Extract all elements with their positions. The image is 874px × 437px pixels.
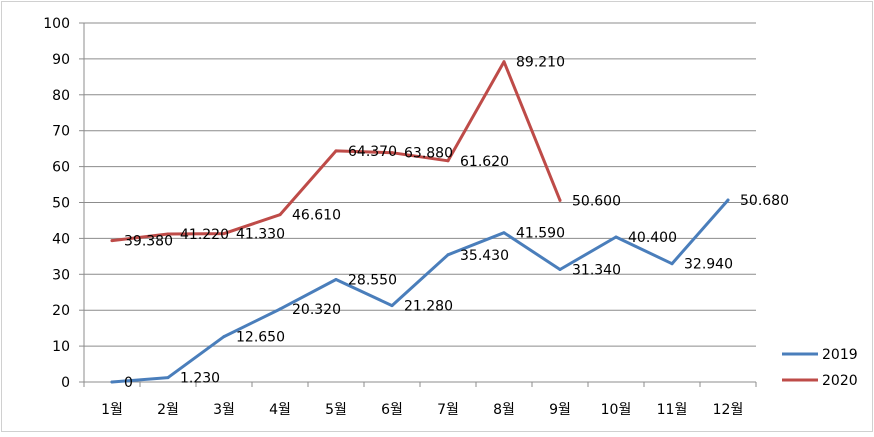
y-tick-label: 90 [52, 52, 70, 68]
data-label-2019: 20.320 [292, 302, 341, 318]
data-point-2019 [110, 380, 114, 384]
legend: 2019 2020 [782, 347, 858, 389]
data-point-2020 [390, 151, 394, 155]
x-tick-label: 12월 [713, 402, 744, 418]
data-point-2019 [446, 253, 450, 257]
data-label-2020: 64.370 [348, 144, 397, 160]
y-tick-label: 70 [52, 124, 70, 140]
data-point-2019 [558, 267, 562, 271]
data-point-2020 [502, 60, 506, 64]
data-label-2019: 31.340 [572, 262, 621, 278]
x-tick-label: 3월 [213, 402, 235, 418]
x-tick-label: 11월 [657, 402, 688, 418]
y-tick-label: 10 [52, 339, 70, 355]
data-label-2020: 61.620 [460, 154, 509, 170]
data-point-2019 [614, 235, 618, 239]
data-label-2019: 1.230 [180, 371, 220, 387]
data-point-2020 [446, 159, 450, 163]
x-tick-label: 1월 [101, 402, 123, 418]
data-point-2019 [390, 304, 394, 308]
data-point-2019 [334, 278, 338, 282]
y-tick-label: 60 [52, 160, 70, 176]
y-tick-label: 100 [43, 16, 70, 32]
data-point-2020 [278, 213, 282, 217]
data-label-2020: 41.220 [180, 227, 229, 243]
data-label-2019: 41.590 [516, 226, 565, 242]
data-point-2019 [502, 231, 506, 235]
data-label-2019: 21.280 [404, 299, 453, 315]
data-point-2019 [726, 198, 730, 202]
data-point-2020 [166, 232, 170, 236]
data-point-2019 [166, 376, 170, 380]
legend-label-2019: 2019 [822, 347, 858, 363]
data-point-2019 [222, 335, 226, 339]
y-tick-label: 30 [52, 267, 70, 283]
data-point-2020 [558, 198, 562, 202]
y-tick-label: 40 [52, 231, 70, 247]
x-tick-label: 2월 [157, 402, 179, 418]
x-tick-label: 4월 [269, 402, 291, 418]
data-point-2020 [222, 232, 226, 236]
data-label-2019: 40.400 [628, 230, 677, 246]
data-point-2020 [334, 149, 338, 153]
data-label-2020: 63.880 [404, 146, 453, 162]
gridlines [84, 22, 756, 347]
y-tick-label: 80 [52, 88, 70, 104]
data-label-2020: 50.600 [572, 193, 621, 209]
data-label-2020: 39.380 [124, 234, 173, 250]
data-point-2020 [110, 239, 114, 243]
data-label-2020: 41.330 [236, 227, 285, 243]
y-tick-label: 20 [52, 303, 70, 319]
data-point-2019 [278, 307, 282, 311]
data-label-2019: 28.550 [348, 273, 397, 289]
axes: 0 10 20 30 40 50 60 70 80 90 100 1월 2월 3월 4월 5월 6월 7월 8월 9월… [43, 16, 757, 418]
legend-label-2020: 2020 [822, 373, 858, 389]
data-labels: 0 1.230 12.650 20.320 28.550 21.280 35.430 41.5… [124, 55, 789, 391]
x-tick-label: 10월 [601, 402, 632, 418]
x-tick-label: 9월 [549, 402, 571, 418]
data-point-2019 [670, 262, 674, 266]
data-label-2019: 35.430 [460, 248, 509, 264]
data-label-2020: 46.610 [292, 208, 341, 224]
data-label-2019: 32.940 [684, 257, 733, 273]
x-tick-label: 5월 [325, 402, 347, 418]
x-tick-label: 6월 [381, 402, 403, 418]
data-label-2020: 89.210 [516, 55, 565, 71]
y-tick-label: 0 [61, 375, 70, 391]
series-line-2019 [110, 198, 730, 384]
y-tick-label: 50 [52, 196, 70, 212]
x-tick-label: 8월 [493, 402, 515, 418]
data-label-2019: 0 [124, 375, 133, 391]
series-lines [110, 60, 730, 384]
x-tick-label: 7월 [437, 402, 459, 418]
data-label-2019: 50.680 [740, 193, 789, 209]
data-label-2019: 12.650 [236, 330, 285, 346]
